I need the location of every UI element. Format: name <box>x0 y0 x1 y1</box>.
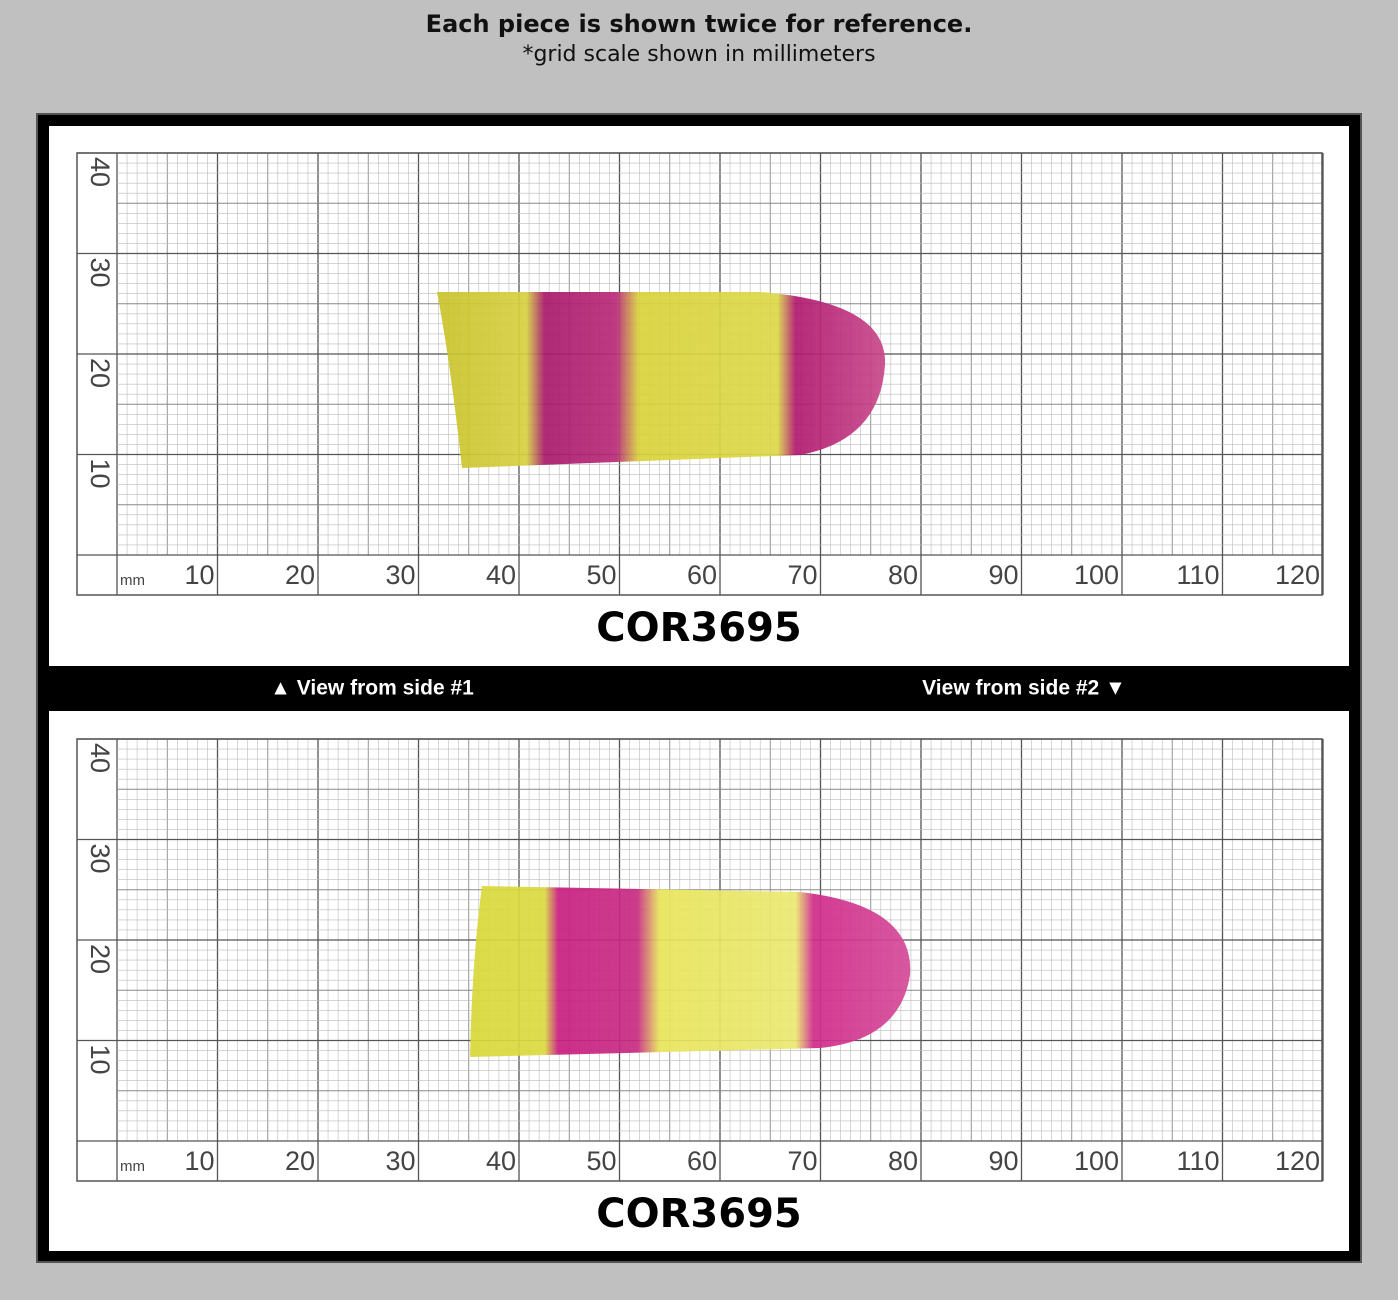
x-scale-label: 60 <box>687 560 717 590</box>
x-scale-label: 100 <box>1074 1146 1119 1176</box>
x-scale-label: 120 <box>1275 560 1320 590</box>
x-scale-label: 20 <box>285 1146 315 1176</box>
x-scale-label: 110 <box>1176 560 1219 590</box>
y-scale-label: 30 <box>85 258 115 288</box>
product-code: COR3695 <box>596 1191 802 1237</box>
title: Each piece is shown twice for reference. <box>426 10 973 38</box>
x-scale-label: 80 <box>888 1146 918 1176</box>
unit-label: mm <box>120 1158 145 1175</box>
x-scale-label: 20 <box>285 560 315 590</box>
x-scale-label: 10 <box>184 560 214 590</box>
x-scale-label: 40 <box>486 1146 516 1176</box>
x-scale-label: 90 <box>988 1146 1018 1176</box>
x-scale-label: 30 <box>385 560 415 590</box>
x-scale-label: 120 <box>1275 1146 1320 1176</box>
y-scale-label: 10 <box>85 459 115 489</box>
x-scale-label: 70 <box>787 1146 817 1176</box>
y-scale-label: 20 <box>85 944 115 974</box>
grid-border <box>76 152 1323 596</box>
x-scale-label: 90 <box>988 560 1018 590</box>
unit-label: mm <box>120 572 145 589</box>
x-scale-label: 50 <box>586 560 616 590</box>
gem-photo <box>437 292 886 468</box>
x-scale-label: 70 <box>787 560 817 590</box>
x-scale-label: 110 <box>1176 1146 1219 1176</box>
y-scale-label: 40 <box>85 157 115 187</box>
x-scale-label: 100 <box>1074 560 1119 590</box>
product-code: COR3695 <box>596 605 802 651</box>
x-scale-label: 10 <box>184 1146 214 1176</box>
x-scale-label: 60 <box>687 1146 717 1176</box>
x-scale-label: 50 <box>586 1146 616 1176</box>
y-scale-label: 10 <box>85 1045 115 1075</box>
y-scale-label: 40 <box>85 743 115 773</box>
x-scale-label: 30 <box>385 1146 415 1176</box>
side-label: View from side #2 ▼ <box>922 677 1126 700</box>
subtitle: *grid scale shown in millimeters <box>522 42 875 67</box>
y-scale-label: 30 <box>85 844 115 874</box>
grid-border <box>76 738 1323 1182</box>
gem-photo <box>470 886 911 1057</box>
y-scale-label: 20 <box>85 358 115 388</box>
x-scale-label: 40 <box>486 560 516 590</box>
x-scale-label: 80 <box>888 560 918 590</box>
side-label: ▲ View from side #1 <box>270 677 474 700</box>
